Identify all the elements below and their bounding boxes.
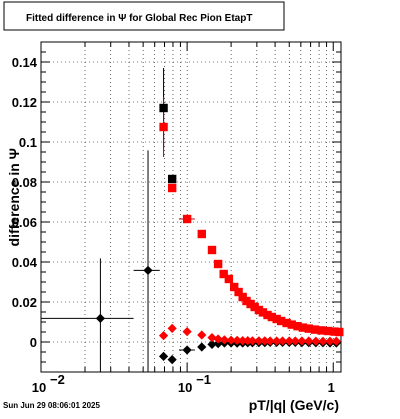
y-axis-title: difference in Ψ [6,148,22,246]
square-marker [234,287,243,297]
square-marker [276,316,286,326]
square-marker [330,327,339,336]
diamond-marker [167,355,177,365]
square-marker [207,245,217,255]
diamond-marker [284,336,294,346]
diamond-marker [254,336,264,346]
diamond-marker [260,336,270,346]
square-marker [304,324,313,333]
diamond-marker [325,336,335,346]
diamond-marker [182,327,192,337]
diamond-marker [207,333,217,343]
diamond-marker [95,313,106,323]
square-marker [287,320,296,329]
y-tick-label: 0.06 [12,215,37,230]
x-tick-label: 10 [32,380,46,395]
square-marker [282,318,291,328]
diamond-marker [158,331,169,341]
diamond-marker [219,335,230,345]
axis-ticks [40,42,341,372]
square-marker [293,322,302,331]
diamond-marker [143,265,153,275]
tick-labels: 0 0.02 0.04 0.06 0.08 0.1 0.12 0.14 10 −2 10 −1 1 [12,55,335,395]
diamond-marker [226,335,236,345]
x-tick-label-exponent: −2 [50,372,65,387]
x-tick-label: 1 [328,380,335,395]
y-tick-label: 0.1 [19,135,37,150]
square-marker [335,327,344,337]
diamond-marker [207,339,217,349]
diamond-marker [311,336,321,346]
square-marker [219,269,228,279]
square-marker [197,229,206,239]
square-marker [182,214,192,224]
diamond-marker [197,342,207,352]
y-tick-label: 0.04 [12,255,38,270]
y-tick-label: 0.08 [12,175,37,190]
diamond-marker [290,336,300,346]
x-tick-label-exponent: −1 [196,372,211,387]
square-marker [224,274,234,284]
diamond-marker [197,330,207,340]
title-box: Fitted difference in Ψ for Global Rec Pi… [3,1,285,31]
x-tick-label: 10 [178,380,192,395]
square-marker [250,302,259,312]
y-tick-label: 0.12 [12,95,37,110]
diamond-marker [182,345,192,355]
square-marker [317,326,326,335]
square-marker [272,314,281,324]
diamond-marker [272,336,282,346]
diamond-marker [297,336,307,346]
diamond-marker [247,336,258,346]
diamond-marker [158,351,169,361]
diamond-marker [331,336,341,346]
chart-title: Fitted difference in Ψ for Global Rec Pi… [26,13,252,24]
square-marker [230,282,239,292]
diamond-marker [304,336,314,346]
data-markers [95,103,344,365]
square-marker [263,310,272,320]
diamond-marker [232,335,242,345]
diamond-marker [167,323,177,333]
title-frame [3,1,285,31]
y-tick-label: 0 [30,335,37,350]
square-marker [159,103,168,113]
square-marker [213,259,223,269]
diamond-marker [277,336,288,346]
square-marker [159,122,168,132]
square-marker [167,174,177,184]
diamond-marker [238,336,248,346]
square-marker [267,312,277,322]
diamond-marker [318,336,328,346]
diamond-marker [213,334,223,344]
timestamp: Sun Jun 29 08:06:01 2025 [3,401,100,410]
square-marker [258,308,268,317]
diamond-marker [265,336,275,346]
x-axis-title: pT/|q| (GeV/c) [249,397,339,413]
plot-frame [40,41,342,373]
diamond-marker [243,336,253,346]
square-marker [298,323,308,332]
square-marker [310,325,320,334]
square-marker [167,183,177,193]
y-tick-label: 0.02 [12,295,37,310]
square-marker [323,326,333,336]
y-tick-label: 0.14 [12,55,38,70]
